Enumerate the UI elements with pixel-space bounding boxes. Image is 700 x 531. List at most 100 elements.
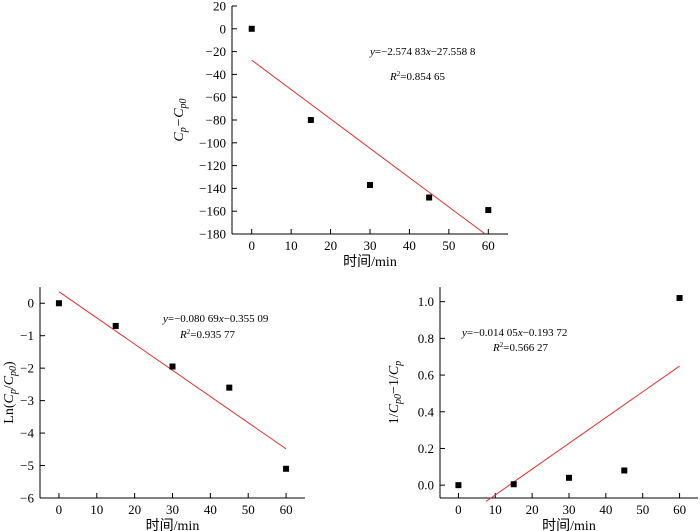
chart-0-equation: y=−2.574 83x−27.558 8 — [369, 46, 476, 58]
chart-0-r-squared-symbol: R — [389, 71, 397, 83]
chart-0-data-point — [248, 25, 255, 32]
chart-0-y-axis-label-part: C — [172, 132, 187, 142]
chart-1-data-point — [55, 300, 62, 307]
chart-1-x-tick-label: 60 — [280, 502, 293, 517]
chart-0-equation-part: y — [369, 46, 375, 58]
chart-0-x-tick-label: 30 — [364, 238, 377, 253]
chart-1-y-tick-label: 0 — [28, 296, 35, 311]
chart-2-y-tick-label: 0.8 — [418, 331, 434, 346]
chart-0-data-point — [307, 117, 314, 123]
chart-2-y-axis-label-part: −1/ — [387, 375, 402, 394]
chart-1-data-point — [226, 384, 233, 391]
chart-1-y-axis-label-part: Ln( — [2, 403, 17, 424]
chart-ln-cp-over-cp0: 0 10 20 30 40 50 600−1−2−3−4−5−6时间/minLn(Cp/Cp… — [2, 287, 305, 531]
chart-1-equation-part: −0.355 09 — [224, 313, 269, 325]
chart-0-y-tick-label: −100 — [199, 135, 226, 150]
chart-0-x-tick-label: 20 — [324, 238, 337, 253]
chart-0-y-axis-label: Cp−Cp0 — [172, 98, 189, 141]
chart-2-x-tick-label: 0 — [455, 502, 462, 517]
chart-0-y-axis-label-part: p — [178, 127, 189, 133]
chart-1-y-axis-label-part: C — [2, 375, 17, 385]
chart-1-y-tick-label: −5 — [20, 458, 34, 473]
chart-0-y-tick-label: −140 — [199, 181, 226, 196]
chart-2-x-tick-label: 50 — [636, 502, 649, 517]
chart-2-r-squared-value: =0.566 27 — [503, 342, 548, 354]
chart-1-x-tick-label: 30 — [166, 502, 179, 517]
chart-1-y-tick-label: −2 — [20, 361, 34, 376]
chart-2-equation-part: −0.193 72 — [523, 327, 568, 339]
chart-2-x-tick-label: 20 — [526, 502, 539, 517]
chart-0-equation-part: −27.558 8 — [431, 46, 476, 58]
chart-2-y-axis-label-part: C — [387, 365, 402, 375]
chart-2-equation-part: =−0.014 05 — [467, 327, 518, 339]
chart-1-equation: y=−0.080 69x−0.355 09 — [162, 313, 269, 325]
chart-0-y-tick-label: −180 — [199, 227, 226, 242]
chart-2-y-axis-label-part: p — [393, 361, 404, 367]
chart-1-x-tick-label: 10 — [90, 502, 103, 517]
chart-1-equation-part: =−0.080 69 — [168, 313, 219, 325]
chart-0-x-tick-label: 10 — [285, 238, 298, 253]
chart-1-y-axis-label-part: C — [2, 394, 17, 404]
chart-0-y-tick-label: 20 — [213, 0, 226, 14]
chart-0-fit-line — [251, 59, 485, 234]
chart-2-data-point — [510, 481, 517, 488]
chart-2-r-squared-exp: 2 — [500, 341, 504, 349]
chart-1-data-point — [283, 465, 290, 472]
chart-1-x-tick-label: 50 — [242, 502, 255, 517]
chart-2-x-tick-label: 10 — [489, 502, 502, 517]
chart-1-y-axis-label-part: ) — [2, 361, 17, 366]
chart-1-x-tick-label: 0 — [56, 502, 63, 517]
chart-1-r-squared-exp: 2 — [187, 328, 191, 336]
chart-2-x-axis-label: 时间/min — [542, 518, 596, 531]
chart-0-y-tick-label: −160 — [199, 204, 226, 219]
chart-0-y-tick-label: −80 — [206, 113, 226, 128]
chart-0-x-tick-label: 0 — [248, 238, 255, 253]
chart-1-y-tick-label: −1 — [20, 328, 34, 343]
chart-1-y-tick-label: −3 — [20, 393, 34, 408]
chart-0-y-tick-label: −20 — [206, 44, 226, 59]
chart-reciprocal-difference: 0 10 20 30 40 50 60 0.0 0.2 0.4 0.6 0.8 1.0 时间/min 1/C… — [387, 287, 698, 531]
chart-2-fit-line — [485, 365, 680, 502]
chart-0-x-tick-label: 60 — [482, 238, 495, 253]
chart-0-r-squared: R2=0.854 65 — [389, 70, 445, 83]
chart-0-x-tick-label: 40 — [403, 238, 416, 253]
chart-0-x-axis-label: 时间/min — [343, 254, 397, 270]
chart-0-r-squared-value: =0.854 65 — [400, 71, 445, 83]
chart-0-equation-part: =−2.574 83 — [375, 46, 426, 58]
chart-2-data-point — [676, 295, 683, 302]
chart-0-r-squared-exp: 2 — [397, 70, 401, 78]
chart-1-y-tick-label: −6 — [20, 491, 34, 506]
chart-2-y-axis-label-part: 1/ — [387, 413, 402, 424]
chart-2-y-axis-label-part: p0 — [393, 394, 404, 405]
chart-0-data-point — [367, 181, 373, 188]
chart-2-r-squared: R2=0.566 27 — [492, 341, 548, 354]
chart-2-r-squared-symbol: R — [492, 342, 500, 354]
chart-2-y-tick-label: 0.0 — [418, 478, 434, 493]
chart-2-x-tick-label: 30 — [563, 502, 576, 517]
chart-0-data-point — [426, 194, 433, 201]
chart-1-y-axis-label-part: p — [8, 389, 19, 395]
chart-0-equation-part: x — [425, 46, 431, 58]
chart-1-fit-line — [58, 291, 287, 450]
chart-0-x-tick-label: 50 — [442, 238, 455, 253]
chart-1-r-squared-symbol: R — [179, 329, 187, 341]
chart-1-data-point — [169, 363, 176, 370]
chart-cp-minus-cp0: 0 10 20 30 40 50 60 20 0 −20 −40 −60 −80 −100 −120 −140… — [172, 0, 508, 270]
chart-1-y-axis-label-part: p0 — [8, 366, 19, 377]
chart-1-y-tick-label: −4 — [20, 426, 34, 441]
chart-1-x-tick-label: 20 — [128, 502, 141, 517]
chart-1-equation-part: x — [218, 313, 224, 325]
chart-2-y-tick-label: 0.2 — [418, 441, 434, 456]
chart-2-data-point — [455, 482, 462, 489]
chart-0-y-tick-label: −120 — [199, 158, 226, 173]
chart-2-y-tick-label: 1.0 — [418, 294, 434, 309]
chart-0-y-tick-label: −40 — [206, 67, 226, 82]
chart-1-r-squared: R2=0.935 77 — [179, 328, 235, 341]
chart-2-x-tick-label: 40 — [599, 502, 612, 517]
chart-2-y-axis-label-part: C — [387, 403, 402, 413]
chart-1-x-tick-label: 40 — [204, 502, 217, 517]
chart-0-y-tick-label: −60 — [206, 90, 226, 105]
chart-1-y-axis-label-part: / — [2, 385, 17, 389]
chart-2-equation: y=−0.014 05x−0.193 72 — [461, 327, 567, 339]
